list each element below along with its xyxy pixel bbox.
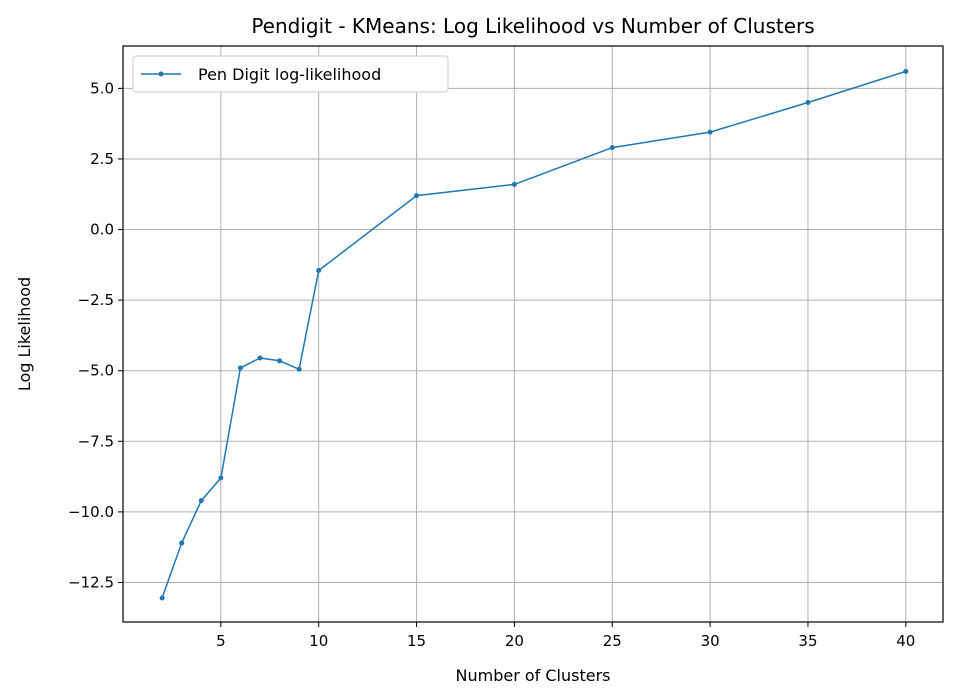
data-point [414, 193, 420, 199]
y-tick-label: −10.0 [68, 503, 114, 521]
data-point [707, 129, 713, 135]
series-line [161, 70, 907, 599]
y-tick-label: −2.5 [78, 291, 114, 309]
data-point [218, 475, 224, 481]
legend-marker-swatch [158, 71, 164, 77]
data-point [296, 366, 302, 372]
x-ticks: 5 10 15 20 25 30 35 40 [216, 622, 915, 650]
y-tick-label: −12.5 [68, 573, 114, 591]
data-point [903, 68, 909, 74]
series [159, 68, 909, 601]
y-tick-label: 2.5 [90, 150, 114, 168]
data-point [198, 498, 204, 504]
x-tick-label: 5 [216, 632, 226, 650]
legend-label: Pen Digit log-likelihood [198, 65, 381, 84]
x-tick-label: 25 [603, 632, 622, 650]
y-ticks: 5.0 2.5 0.0 −2.5 −5.0 −7.5 −10.0 −12.5 [68, 79, 123, 591]
data-point [805, 99, 811, 105]
x-tick-label: 35 [798, 632, 817, 650]
y-tick-label: 5.0 [90, 79, 114, 97]
data-point [257, 355, 263, 361]
x-tick-label: 40 [896, 632, 915, 650]
x-tick-label: 15 [407, 632, 426, 650]
data-point [316, 267, 322, 273]
y-axis-label: Log Likelihood [15, 277, 34, 391]
data-point [159, 595, 165, 601]
x-tick-label: 10 [309, 632, 328, 650]
data-point [609, 145, 615, 151]
y-tick-label: 0.0 [90, 221, 114, 239]
grid [123, 46, 943, 622]
x-tick-label: 30 [701, 632, 720, 650]
axes [122, 45, 944, 623]
legend-box [132, 55, 449, 93]
data-point [277, 358, 283, 364]
data-point [237, 365, 243, 371]
y-tick-label: −7.5 [78, 432, 114, 450]
plot-frame [122, 45, 944, 623]
data-point [511, 181, 517, 187]
y-tick-label: −5.0 [78, 362, 114, 380]
chart-title: Pendigit - KMeans: Log Likelihood vs Num… [251, 14, 814, 38]
x-axis-label: Number of Clusters [456, 666, 611, 685]
data-point [179, 540, 185, 546]
x-tick-label: 20 [505, 632, 524, 650]
legend: Pen Digit log-likelihood [132, 55, 449, 93]
